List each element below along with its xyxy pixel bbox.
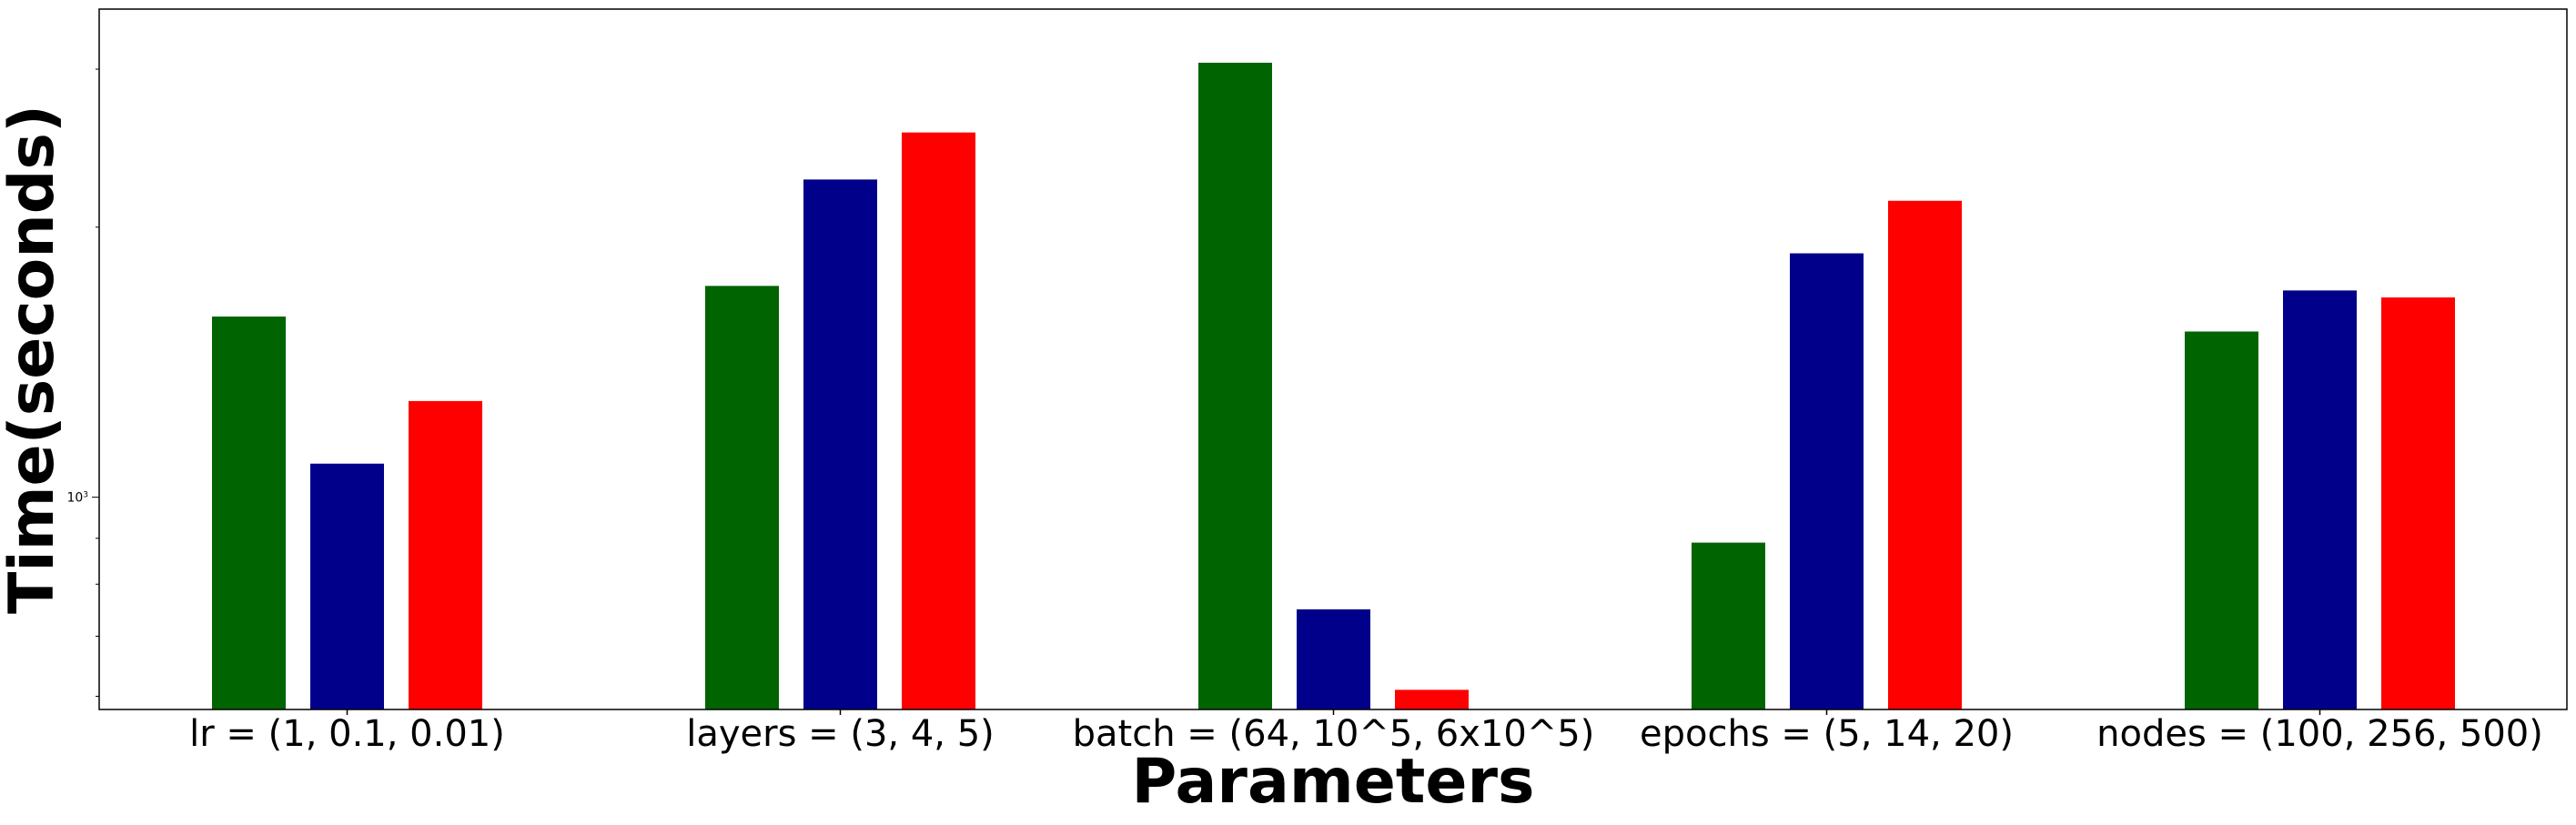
bar-4-series-2 bbox=[1790, 253, 1864, 709]
y-tick-label: 103 bbox=[66, 491, 88, 506]
bar-3-series-3 bbox=[1395, 689, 1469, 709]
bar-4-series-1 bbox=[1692, 542, 1765, 709]
x-tick-label: batch = (64, 10^5, 6x10^5) bbox=[1073, 713, 1595, 755]
x-tick-label: lr = (1, 0.1, 0.01) bbox=[189, 713, 505, 755]
bar-2-series-2 bbox=[803, 179, 877, 709]
bar-2-series-1 bbox=[705, 286, 779, 709]
x-tick-label: epochs = (5, 14, 20) bbox=[1640, 713, 2014, 755]
bar-1-series-3 bbox=[409, 400, 482, 709]
bar-5-series-1 bbox=[2185, 331, 2258, 709]
ticks-layer: lr = (1, 0.1, 0.01) layers = (3, 4, 5) bat… bbox=[66, 68, 2543, 755]
bar-3-series-2 bbox=[1297, 609, 1370, 709]
x-tick-label: layers = (3, 4, 5) bbox=[686, 713, 995, 755]
bar-1-series-1 bbox=[212, 317, 286, 709]
bar-3-series-1 bbox=[1198, 62, 1272, 710]
bar-5-series-2 bbox=[2283, 290, 2357, 709]
bars-layer bbox=[212, 62, 2455, 710]
plot-frame bbox=[98, 8, 2568, 710]
bar-1-series-2 bbox=[310, 463, 384, 709]
bar-2-series-3 bbox=[902, 132, 975, 709]
bar-5-series-3 bbox=[2381, 297, 2455, 709]
x-axis-label: Parameters bbox=[1132, 746, 1535, 818]
y-axis-label: Time(seconds) bbox=[0, 105, 68, 614]
x-tick-label: nodes = (100, 256, 500) bbox=[2096, 713, 2543, 755]
bar-4-series-3 bbox=[1888, 200, 1962, 709]
